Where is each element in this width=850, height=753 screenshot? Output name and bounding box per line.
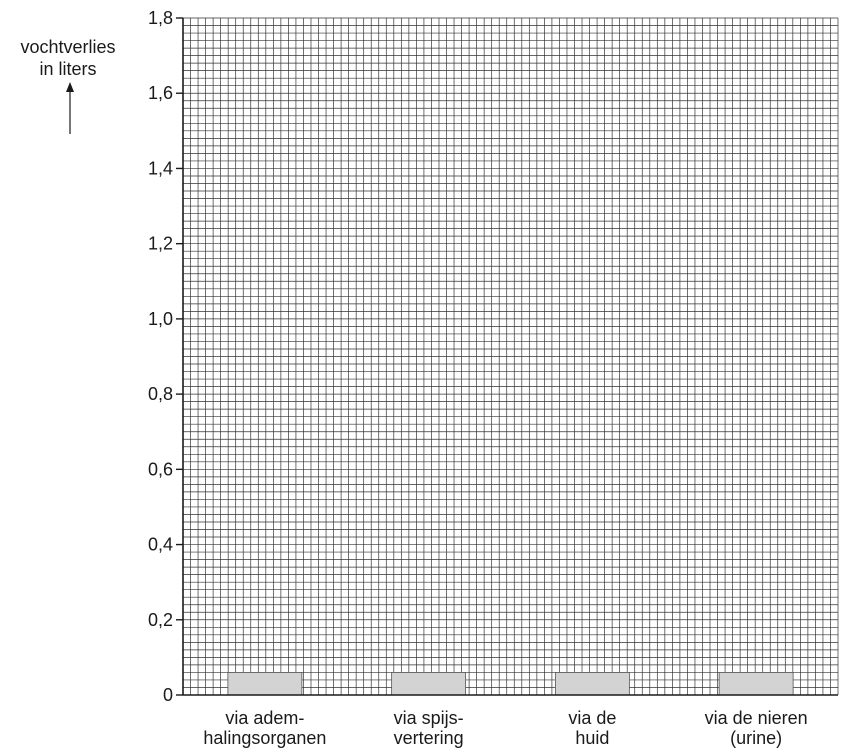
axes (182, 18, 838, 696)
y-tick-label: 1,0 (148, 309, 173, 329)
x-category-label-line1: via adem- (225, 708, 305, 728)
y-tick-label: 1,4 (148, 158, 173, 178)
x-category-label-line1: via spijs- (393, 708, 464, 728)
x-category-label: via adem-halingsorganen (185, 708, 345, 748)
y-tick-label: 0,4 (148, 535, 173, 555)
y-tick-label: 0,6 (148, 459, 173, 479)
bars (227, 672, 794, 696)
y-tick-label: 1,6 (148, 83, 173, 103)
y-axis-title-line1: vochtverlies (20, 37, 116, 57)
y-tick-label: 0,2 (148, 610, 173, 630)
y-axis-up-arrow-icon (66, 82, 74, 134)
x-category-label-line2: halingsorganen (203, 728, 327, 748)
y-axis-title: vochtverlies in liters (0, 36, 136, 80)
x-category-label-line2: (urine) (730, 728, 783, 748)
x-category-label-line1: via de (568, 708, 617, 728)
x-category-label-line2: huid (575, 728, 610, 748)
bar-3 (554, 672, 630, 696)
x-category-label: via de huid (512, 708, 672, 748)
x-category-label-line2: vertering (393, 728, 464, 748)
y-tick-label: 0,8 (148, 384, 173, 404)
y-tick-label: 1,8 (148, 8, 173, 28)
bar-2 (391, 672, 467, 696)
y-tick-label: 0 (163, 685, 173, 705)
x-category-label-line1: via de nieren (704, 708, 808, 728)
x-category-label: via spijs-vertering (349, 708, 509, 748)
x-category-label: via de nieren (urine) (676, 708, 836, 748)
chart-grid (182, 17, 839, 696)
bar-4 (718, 672, 794, 696)
y-ticks: 0 0,2 0,4 0,6 0,8 1,0 1,2 1,4 1,6 1,8 (148, 8, 183, 705)
y-axis-title-line2: in liters (39, 59, 97, 79)
y-tick-label: 1,2 (148, 234, 173, 254)
bar-1 (227, 672, 303, 696)
